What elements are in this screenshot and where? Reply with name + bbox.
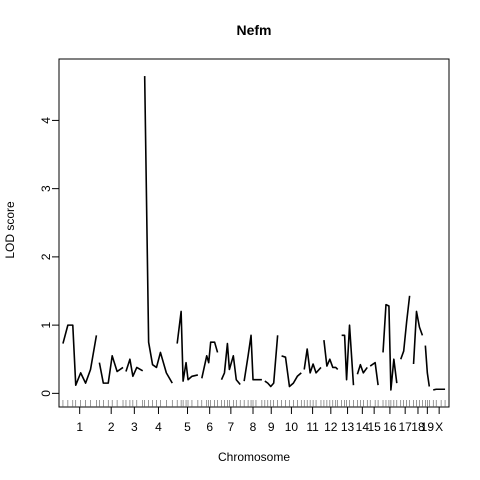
x-tick-label-chr-18: 18 [411, 420, 425, 434]
lod-curve-chr-X [433, 388, 446, 391]
plot-frame [58, 58, 450, 408]
lod-curves [62, 76, 446, 391]
x-tick-label-chr-17: 17 [398, 420, 412, 434]
lod-curve-chr-6 [201, 341, 219, 379]
lod-curve-chr-5 [176, 310, 199, 382]
y-tick-label-4: 4 [39, 117, 53, 124]
y-axis-label: LOD score [3, 201, 17, 259]
x-tick-label-chr-13: 13 [341, 420, 355, 434]
chart-title: Nefm [236, 22, 271, 38]
lod-curve-chr-10 [281, 355, 302, 388]
x-tick-label-chr-8: 8 [250, 420, 257, 434]
lod-curve-chr-1 [62, 324, 98, 386]
x-tick-label-chr-2: 2 [108, 420, 115, 434]
x-tick-label-chr-X: X [435, 420, 443, 434]
lod-curve-chr-3 [125, 358, 144, 378]
x-tick-label-chr-11: 11 [306, 420, 319, 434]
y-tick-label-3: 3 [39, 185, 53, 192]
x-tick-label-chr-1: 1 [76, 420, 83, 434]
y-tick-label-1: 1 [39, 321, 53, 328]
lod-curve-chr-13 [341, 324, 355, 386]
x-axis-label: Chromosome [218, 450, 290, 464]
lod-curve-chr-12 [323, 340, 339, 371]
x-tick-label-chr-9: 9 [268, 420, 275, 434]
marker-rug [62, 400, 446, 407]
x-tick-label-chr-3: 3 [131, 420, 138, 434]
y-axis: 0 1 2 3 4 [39, 117, 59, 397]
lod-curve-chr-9 [264, 335, 279, 388]
x-tick-label-chr-14: 14 [356, 420, 370, 434]
lod-curve-chr-17 [399, 295, 411, 360]
lod-curve-chr-7 [220, 342, 241, 385]
y-tick-label-0: 0 [39, 390, 53, 397]
y-tick-label-2: 2 [39, 253, 53, 260]
x-tick-label-chr-12: 12 [324, 420, 338, 434]
x-tick-label-chr-15: 15 [367, 420, 381, 434]
lod-curve-chr-4 [143, 76, 173, 384]
lod-curve-chr-18 [412, 310, 424, 365]
lod-curve-chr-19 [424, 345, 431, 387]
x-tick-label-chr-19: 19 [421, 420, 435, 434]
x-tick-label-chr-10: 10 [285, 420, 299, 434]
lod-curve-chr-8 [243, 334, 262, 382]
x-tick-label-chr-5: 5 [184, 420, 191, 434]
lod-curve-chr-14 [356, 363, 368, 375]
x-tick-label-chr-16: 16 [383, 420, 397, 434]
lod-curve-chr-2 [98, 355, 124, 384]
x-tick-label-chr-7: 7 [228, 420, 235, 434]
lod-curve-chr-11 [303, 348, 322, 374]
x-tick-label-chr-4: 4 [155, 420, 162, 434]
lod-curve-chr-15 [369, 361, 379, 386]
x-tick-label-chr-6: 6 [206, 420, 213, 434]
lod-curve-chr-16 [382, 303, 398, 391]
